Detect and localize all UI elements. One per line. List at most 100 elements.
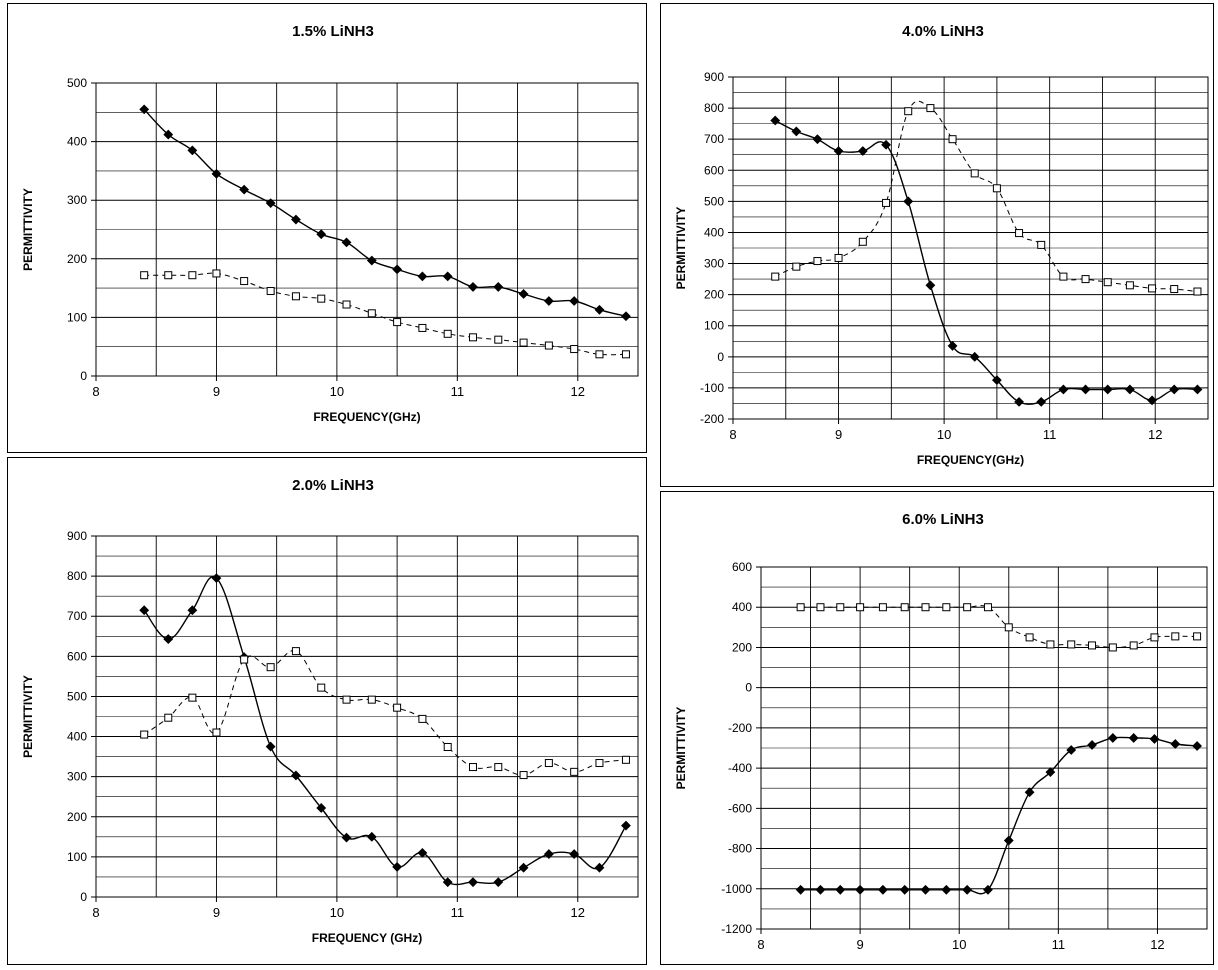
- data-point-square: [858, 237, 867, 246]
- data-point-diamond: [316, 803, 327, 813]
- chart-title: 6.0% LiNH3: [902, 511, 984, 528]
- data-point-diamond: [518, 289, 529, 299]
- data-point-diamond: [983, 884, 993, 895]
- y-tick-label: -800: [728, 842, 752, 856]
- data-point-square: [212, 728, 221, 737]
- y-tick-label: -400: [728, 761, 752, 775]
- data-point-square: [621, 350, 630, 359]
- data-point-diamond: [493, 877, 504, 888]
- data-point-diamond: [211, 573, 222, 584]
- data-point-square: [963, 603, 972, 612]
- x-tick-label: 8: [92, 905, 99, 920]
- data-point-square: [317, 683, 326, 692]
- data-point-diamond: [291, 770, 301, 781]
- data-point-square: [570, 345, 579, 354]
- data-point-diamond: [1147, 395, 1157, 406]
- y-tick-label: 0: [80, 890, 87, 904]
- y-axis-label: PERMITTIVITY: [674, 707, 688, 790]
- data-point-diamond: [366, 255, 377, 266]
- x-tick-label: 12: [1150, 937, 1164, 952]
- data-point-square: [983, 603, 992, 612]
- data-point-diamond: [835, 884, 846, 895]
- data-point-square: [240, 277, 249, 286]
- y-tick-label: 300: [67, 770, 87, 784]
- y-tick-label: 0: [717, 350, 724, 364]
- data-point-square: [1193, 632, 1202, 641]
- y-tick-label: -1000: [721, 882, 752, 896]
- data-point-square: [212, 269, 221, 278]
- data-point-square: [266, 287, 275, 296]
- data-point-diamond: [947, 341, 958, 351]
- chart-panel-4-0-percent: -200 -100 0 100 200 300 400 500 600 700 800 900 8 9 10…: [660, 3, 1214, 487]
- data-point-diamond: [962, 884, 973, 895]
- data-point-diamond: [543, 849, 554, 859]
- data-point-square: [393, 318, 402, 327]
- x-tick-label: 10: [952, 937, 966, 952]
- data-point-square: [921, 603, 930, 612]
- data-point-diamond: [291, 214, 301, 225]
- data-point-square: [1025, 633, 1034, 642]
- data-point-square: [266, 663, 275, 672]
- data-point-diamond: [1080, 384, 1091, 395]
- data-point-diamond: [569, 296, 580, 306]
- x-tick-label: 9: [835, 427, 842, 442]
- chart-svg: -1200 -1000 -800 -600 -400 -200 0 200 400 600 8 9 10…: [674, 511, 1208, 964]
- data-point-diamond: [139, 605, 150, 616]
- data-point-square: [188, 693, 197, 702]
- y-tick-label: 800: [67, 569, 87, 583]
- data-point-square: [878, 603, 887, 612]
- data-point-diamond: [1036, 396, 1047, 407]
- y-tick-label: 500: [67, 76, 87, 90]
- y-axis-label: PERMITTIVITY: [674, 207, 688, 290]
- data-point-square: [942, 603, 951, 612]
- y-tick-label: 900: [704, 70, 724, 84]
- y-tick-label: -1200: [721, 922, 752, 936]
- chart-svg: -200 -100 0 100 200 300 400 500 600 700 800 900 8 9 10…: [674, 23, 1209, 467]
- x-axis-label: FREQUENCY(GHz): [313, 410, 420, 424]
- data-point-diamond: [187, 145, 198, 156]
- y-tick-label: 200: [732, 640, 752, 654]
- data-point-diamond: [1003, 835, 1014, 846]
- data-point-diamond: [969, 351, 980, 362]
- y-tick-label: 200: [67, 810, 87, 824]
- y-tick-label: 800: [704, 101, 724, 115]
- data-point-diamond: [833, 146, 844, 156]
- data-point-diamond: [1066, 745, 1077, 755]
- data-point-square: [140, 730, 149, 739]
- data-point-diamond: [1087, 740, 1097, 750]
- data-point-diamond: [187, 605, 198, 616]
- y-tick-label: -200: [700, 412, 724, 426]
- data-point-square: [1103, 278, 1112, 287]
- y-tick-label: 600: [704, 163, 724, 177]
- y-tick-label: -100: [700, 381, 724, 395]
- x-tick-label: 10: [330, 905, 344, 920]
- y-tick-label: 0: [745, 681, 752, 695]
- y-tick-label: -600: [728, 801, 752, 815]
- y-tick-label: 200: [67, 252, 87, 266]
- data-point-square: [595, 759, 604, 768]
- data-point-diamond: [341, 237, 352, 248]
- data-point-diamond: [1107, 733, 1118, 743]
- data-point-diamond: [163, 129, 174, 140]
- chart-svg: 0 100 200 300 400 500 600 700 800 900 8 9 10 11 12 2.0%…: [21, 477, 639, 945]
- data-point-square: [519, 338, 528, 347]
- y-tick-label: 600: [732, 560, 752, 574]
- data-point-diamond: [855, 884, 866, 895]
- data-point-diamond: [881, 139, 891, 150]
- y-tick-label: 700: [704, 132, 724, 146]
- data-point-square: [1129, 641, 1138, 650]
- data-point-square: [468, 763, 477, 772]
- y-axis-label: PERMITTIVITY: [21, 675, 35, 758]
- data-point-square: [443, 329, 452, 338]
- x-axis-label: FREQUENCY (GHz): [312, 931, 422, 945]
- chart-panel-2-0-percent: 0 100 200 300 400 500 600 700 800 900 8 9 10 11 12 2.0%…: [7, 457, 647, 965]
- data-point-square: [291, 292, 300, 301]
- x-tick-label: 11: [451, 384, 465, 399]
- y-tick-label: 100: [67, 310, 87, 324]
- data-point-square: [856, 603, 865, 612]
- x-axis-label: FREQUENCY(GHz): [930, 963, 1037, 964]
- data-point-square: [1150, 633, 1159, 642]
- data-point-square: [418, 323, 427, 332]
- data-point-diamond: [877, 884, 888, 895]
- data-point-diamond: [1149, 734, 1160, 744]
